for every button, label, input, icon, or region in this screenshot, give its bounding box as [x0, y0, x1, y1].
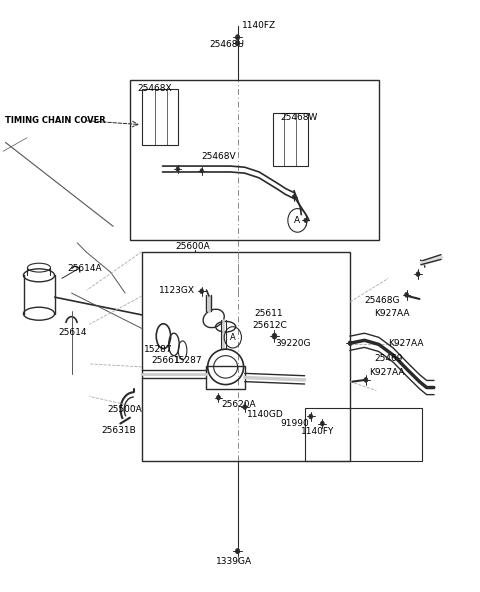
Text: 25612C: 25612C	[252, 321, 287, 330]
Circle shape	[364, 378, 368, 382]
Circle shape	[292, 195, 296, 199]
Text: 25661: 25661	[152, 356, 180, 365]
Text: 25500A: 25500A	[107, 406, 142, 414]
Circle shape	[405, 292, 408, 297]
Text: 25468X: 25468X	[137, 83, 172, 92]
Circle shape	[236, 548, 240, 554]
Bar	[142, 252, 350, 461]
Text: 25468U: 25468U	[209, 40, 244, 50]
Text: TIMING CHAIN COVER: TIMING CHAIN COVER	[5, 116, 106, 125]
Bar	[305, 408, 422, 461]
Circle shape	[216, 395, 220, 400]
Circle shape	[176, 167, 180, 171]
Text: 1339GA: 1339GA	[216, 557, 252, 567]
Circle shape	[272, 333, 277, 339]
Text: K927AA: K927AA	[369, 368, 405, 377]
Circle shape	[243, 405, 247, 410]
Text: 25468W: 25468W	[281, 113, 318, 122]
Text: 25600A: 25600A	[175, 242, 210, 251]
Text: 15287: 15287	[174, 356, 203, 365]
Text: 25614A: 25614A	[68, 264, 102, 273]
Text: A: A	[230, 333, 236, 342]
Bar	[206, 366, 245, 390]
Circle shape	[321, 422, 324, 426]
Text: 1140FY: 1140FY	[301, 427, 335, 436]
Bar	[142, 89, 178, 146]
Circle shape	[200, 169, 204, 173]
Text: 91990: 91990	[281, 419, 310, 428]
Circle shape	[236, 35, 240, 40]
Circle shape	[416, 272, 420, 276]
Bar	[130, 81, 379, 240]
Text: 1123GX: 1123GX	[158, 285, 194, 295]
Text: 25611: 25611	[254, 309, 283, 318]
Circle shape	[309, 414, 313, 419]
Circle shape	[236, 41, 240, 46]
Circle shape	[304, 218, 307, 223]
Text: 25468V: 25468V	[202, 152, 236, 160]
Text: 1140GD: 1140GD	[247, 410, 284, 419]
Text: 25631B: 25631B	[101, 426, 136, 435]
Text: K927AA: K927AA	[388, 339, 424, 348]
Text: 25614: 25614	[58, 328, 86, 337]
Bar	[273, 113, 309, 166]
Text: A: A	[294, 216, 300, 225]
Text: 39220G: 39220G	[276, 339, 311, 348]
Text: 25620A: 25620A	[222, 400, 256, 408]
Text: 15287: 15287	[144, 345, 173, 353]
Circle shape	[348, 341, 352, 346]
Text: 25469: 25469	[374, 353, 403, 362]
Text: K927AA: K927AA	[374, 309, 409, 318]
Text: 25468G: 25468G	[364, 295, 400, 305]
Text: 1140FZ: 1140FZ	[242, 21, 276, 30]
Circle shape	[200, 289, 204, 294]
